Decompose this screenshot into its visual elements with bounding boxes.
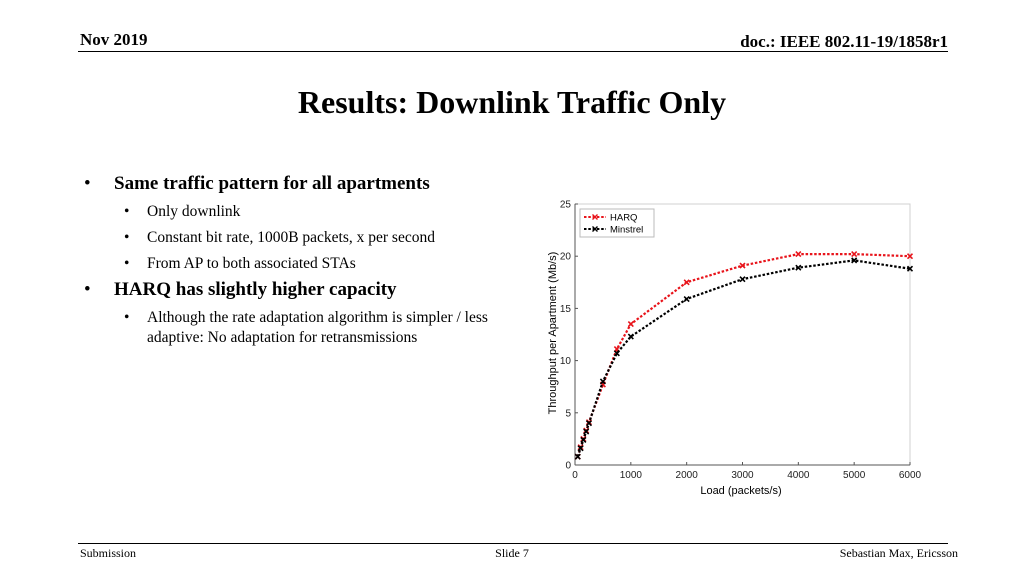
minstrel-data-point — [574, 453, 581, 460]
x-axis-ticks: 0 1000 2000 3000 4000 5000 6000 — [572, 462, 922, 481]
harq-data-point — [906, 253, 914, 260]
y-axis-label: Throughput per Apartment (Mb/s) — [547, 252, 559, 415]
y-tick-label: 5 — [565, 408, 571, 419]
footer-author: Sebastian Max, Ericsson — [839, 546, 958, 560]
minstrel-data-point — [599, 378, 606, 385]
footer-submission: Submission — [80, 546, 137, 560]
minstrel-data-point — [585, 420, 593, 427]
y-tick-label: 20 — [560, 252, 572, 263]
minstrel-legend-label: Minstrel — [610, 225, 643, 236]
harq-data-point — [683, 279, 690, 286]
minstrel-data-point — [851, 257, 858, 264]
x-axis-label: Load (packets/s) — [700, 485, 781, 497]
sub-bullet-text: Although the rate adaptation algorithm i… — [147, 309, 488, 346]
sub-bullet-1-1: • Only downlink — [124, 203, 241, 220]
minstrel-data-point — [795, 264, 802, 271]
x-tick-label: 5000 — [843, 470, 866, 481]
sub-bullet-text: From AP to both associated STAs — [147, 255, 356, 272]
x-tick-label: 4000 — [787, 470, 810, 481]
harq-legend-marker — [592, 214, 598, 220]
header-date: Nov 2019 — [80, 30, 148, 49]
bullet-1: • Same traffic pattern for all apartments — [84, 173, 430, 194]
sub-bullet-1-2: • Constant bit rate, 1000B packets, x per… — [124, 229, 435, 246]
header-rule — [78, 51, 948, 52]
y-tick-label: 0 — [565, 461, 571, 472]
slide-title: Results: Downlink Traffic Only — [297, 84, 727, 120]
minstrel-data-point — [739, 276, 746, 283]
x-tick-label: 1000 — [620, 470, 643, 481]
x-tick-label: 6000 — [899, 470, 922, 481]
sub-bullet-text: Constant bit rate, 1000B packets, x per … — [147, 229, 435, 246]
bullet-list: • Same traffic pattern for all apartments… — [84, 171, 504, 354]
y-tick-label: 15 — [560, 304, 572, 315]
y-tick-label: 25 — [560, 200, 572, 211]
harq-data-point — [795, 251, 802, 258]
harq-data-point — [627, 320, 634, 328]
minstrel-data-point — [583, 428, 590, 435]
x-tick-label: 0 — [572, 470, 578, 481]
throughput-chart: 0 1000 2000 3000 4000 5000 6000 0 5 10 15 20 25 Loa… — [547, 200, 922, 498]
minstrel-data-point — [613, 350, 620, 357]
y-tick-label: 10 — [560, 356, 572, 367]
footer-slide-number: Slide 7 — [495, 546, 529, 560]
minstrel-legend-marker — [592, 226, 598, 232]
header-doc-id: doc.: IEEE 802.11-19/1858r1 — [740, 32, 948, 51]
harq-data-point — [739, 262, 746, 269]
minstrel-data-point — [580, 436, 587, 444]
sub-bullet-text: Only downlink — [147, 203, 241, 220]
minstrel-series-line — [576, 259, 911, 457]
minstrel-data-point — [627, 333, 634, 340]
minstrel-data-point — [906, 265, 914, 272]
harq-data-point — [851, 251, 858, 258]
x-tick-label: 3000 — [731, 470, 754, 481]
minstrel-data-point — [683, 295, 690, 303]
y-axis-ticks: 0 5 10 15 20 25 — [560, 200, 578, 472]
bullet-1-text: Same traffic pattern for all apartments — [114, 173, 430, 194]
harq-legend-label: HARQ — [610, 213, 637, 224]
chart-series — [574, 251, 914, 460]
legend-box — [579, 208, 655, 238]
bullet-2: • HARQ has slightly higher capacity — [84, 279, 397, 300]
sub-bullet-2-1: • Although the rate adaptation algorithm … — [124, 309, 488, 346]
sub-bullet-1-3: • From AP to both associated STAs — [124, 255, 356, 272]
minstrel-data-point — [577, 445, 584, 452]
harq-series-line — [576, 253, 911, 457]
bullet-2-text: HARQ has slightly higher capacity — [114, 279, 397, 300]
x-tick-label: 2000 — [676, 470, 699, 481]
footer-rule — [78, 543, 948, 544]
